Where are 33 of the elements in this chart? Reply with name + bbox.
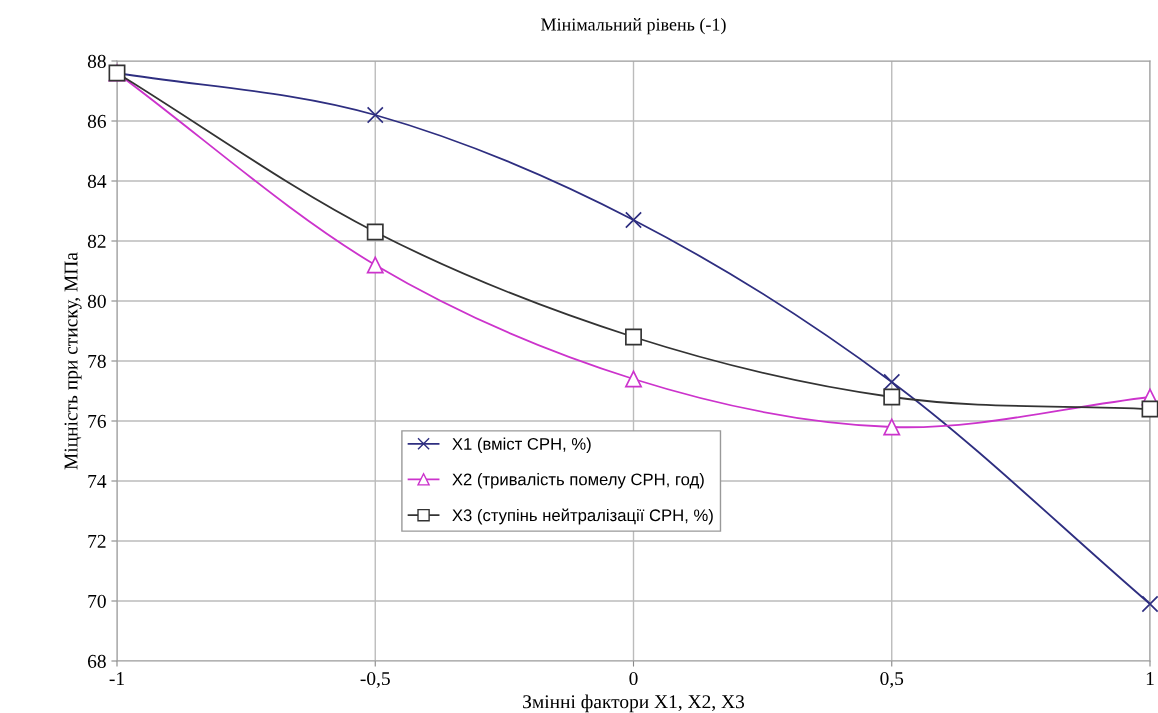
x-tick-label: 1 bbox=[1146, 672, 1154, 685]
y-tick-label: 76 bbox=[88, 414, 106, 428]
y-tick-label: 84 bbox=[87, 174, 107, 188]
point bbox=[1141, 400, 1158, 418]
y-tick-label: 74 bbox=[88, 474, 107, 488]
x-tick-label: 0 bbox=[629, 671, 638, 686]
x-tick-label: -1 bbox=[109, 672, 124, 685]
y-tick-label: 78 bbox=[88, 354, 106, 368]
y-tick-label: 80 bbox=[87, 294, 106, 308]
point bbox=[366, 106, 384, 124]
y-tick-label: 82 bbox=[87, 234, 106, 248]
point bbox=[366, 256, 384, 274]
x-tick-label: -0,5 bbox=[360, 671, 390, 688]
legend-label: X2 (тривалість помелу СРН, год) bbox=[452, 473, 704, 489]
y-tick-label: 70 bbox=[88, 594, 106, 608]
legend-label: X1 (вміст СРН, %) bbox=[452, 437, 591, 454]
point bbox=[1141, 595, 1158, 613]
y-tick-label: 72 bbox=[88, 534, 106, 548]
chart-title: Мінімальний рівень (-1) bbox=[541, 17, 726, 35]
point bbox=[883, 418, 901, 436]
x-tick-label: 0,5 bbox=[880, 671, 904, 688]
point bbox=[625, 328, 642, 346]
y-axis-title: Міцність при стиску, МПа bbox=[64, 252, 82, 470]
point bbox=[883, 388, 901, 406]
point bbox=[883, 373, 901, 391]
point bbox=[625, 370, 642, 388]
x-axis-title: Змінні фактори X1, X2, X3 bbox=[523, 694, 745, 713]
y-tick-label: 88 bbox=[87, 54, 106, 68]
legend-label: X3 (ступінь нейтралізації СРН, %) bbox=[452, 508, 713, 525]
y-tick-label: 68 bbox=[87, 654, 106, 668]
y-tick-label: 86 bbox=[87, 114, 106, 128]
point bbox=[366, 223, 384, 241]
point bbox=[625, 211, 642, 229]
